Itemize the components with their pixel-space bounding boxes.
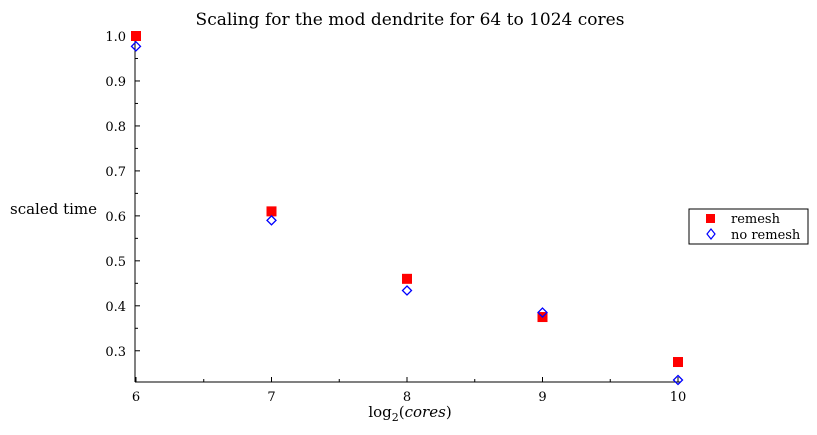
x-axis-label: log2(cores)	[368, 403, 451, 424]
point-no-remesh	[672, 374, 684, 386]
y-axis-label: scaled time	[10, 200, 97, 218]
point-remesh	[266, 206, 277, 217]
chart-title: Scaling for the mod dendrite for 64 to 1…	[196, 10, 625, 30]
y-tick-label: 0.9	[105, 75, 126, 90]
point-no-remesh	[401, 285, 413, 296]
y-tick-labels: 0.3 0.4 0.5 0.6 0.7 0.8 0.9 1.0	[105, 30, 126, 360]
y-tick-label: 0.5	[105, 255, 126, 270]
x-axis-label-open: (	[399, 403, 405, 421]
y-tick-label: 0.7	[105, 165, 126, 180]
point-no-remesh	[130, 40, 142, 52]
legend-no-remesh-label: no remesh	[731, 228, 801, 243]
legend-remesh-label: remesh	[731, 212, 781, 227]
point-no-remesh	[266, 214, 277, 226]
x-axis-label-var: cores	[405, 403, 446, 421]
y-tick-label: 1.0	[105, 30, 126, 45]
point-remesh	[402, 273, 412, 284]
y-tick-label: 0.6	[105, 210, 126, 225]
x-tick-label: 10	[670, 390, 687, 405]
point-remesh	[131, 31, 141, 41]
y-tick-label: 0.8	[105, 120, 126, 135]
y-ticks	[135, 35, 140, 352]
x-axis-label-subscript: 2	[392, 411, 399, 424]
x-tick-label: 7	[267, 390, 275, 405]
point-remesh	[673, 357, 683, 368]
y-tick-label: 0.4	[105, 300, 126, 315]
x-axis-label-close: )	[446, 403, 452, 421]
legend-no-remesh-marker	[706, 228, 716, 240]
x-tick-label: 6	[132, 390, 140, 405]
x-ticks	[135, 377, 679, 382]
x-tick-label: 9	[538, 390, 546, 405]
data-points	[130, 31, 684, 386]
y-tick-label: 0.3	[105, 345, 126, 360]
x-axis-label-prefix: log	[368, 403, 392, 421]
legend: remesh no remesh	[688, 208, 809, 245]
x-tick-label: 8	[403, 390, 411, 405]
point-no-remesh	[537, 307, 548, 318]
x-tick-labels: 6 7 8 9 10	[132, 390, 686, 405]
legend-remesh-marker	[706, 214, 715, 223]
